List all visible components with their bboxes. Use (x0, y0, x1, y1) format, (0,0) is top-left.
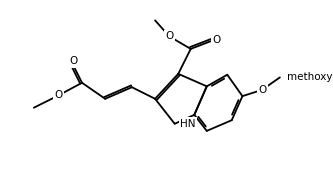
Text: methoxy: methoxy (287, 72, 332, 82)
Text: O: O (258, 85, 266, 95)
Text: O: O (70, 56, 78, 66)
Text: HN: HN (180, 119, 195, 129)
Text: O: O (212, 35, 221, 45)
Text: O: O (165, 31, 173, 41)
Text: O: O (55, 90, 63, 100)
